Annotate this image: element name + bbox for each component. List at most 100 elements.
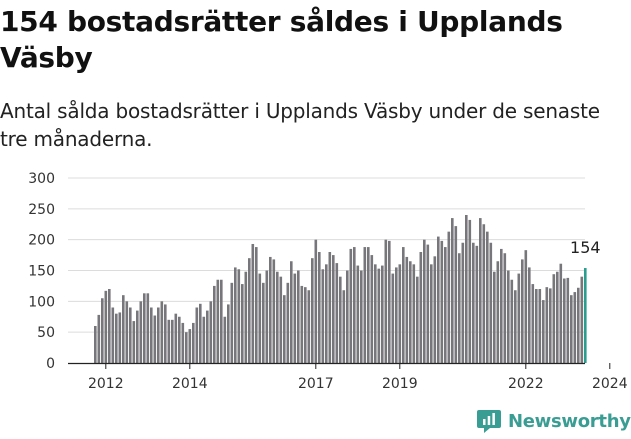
bar xyxy=(374,264,377,363)
bar xyxy=(276,271,279,363)
bar xyxy=(234,267,237,363)
bar xyxy=(335,263,339,363)
bar xyxy=(461,242,465,363)
bar xyxy=(104,290,108,363)
x-tick-label: 2017 xyxy=(298,376,334,392)
bar xyxy=(160,301,164,363)
bar xyxy=(244,271,248,363)
bar xyxy=(209,301,213,363)
bar xyxy=(248,258,251,363)
bar xyxy=(213,285,216,363)
bar xyxy=(115,313,118,363)
bar xyxy=(339,276,342,363)
bar xyxy=(157,307,160,363)
bar xyxy=(437,236,440,363)
bar xyxy=(283,295,286,363)
bar xyxy=(297,270,300,363)
bar xyxy=(447,231,451,363)
bar xyxy=(122,295,125,363)
bar xyxy=(356,265,360,363)
newsworthy-brand: Newsworthy xyxy=(476,408,631,434)
page-title: 154 bostadsrätter såldes i Upplands Väsb… xyxy=(0,5,563,74)
page-subtitle: Antal sålda bostadsrätter i Upplands Väs… xyxy=(0,99,600,151)
bar xyxy=(465,215,468,363)
bar xyxy=(360,270,363,363)
bar xyxy=(230,282,234,363)
bar xyxy=(300,285,304,363)
bar xyxy=(416,276,419,363)
bar xyxy=(566,277,570,363)
bar xyxy=(510,279,514,363)
bar xyxy=(353,247,356,363)
bar xyxy=(444,247,447,363)
highlight-value-label: 154 xyxy=(570,238,601,257)
bar xyxy=(195,307,199,363)
bar xyxy=(199,303,202,363)
bar xyxy=(423,239,426,363)
bar xyxy=(227,304,230,363)
bar xyxy=(468,219,472,363)
bar-chart: 0 50 100 150 200 250 300 2012 2014 2017 2019 2022 2… xyxy=(28,171,627,392)
bar xyxy=(174,313,178,363)
bar xyxy=(363,247,367,363)
bar xyxy=(433,256,437,363)
bar xyxy=(167,319,171,363)
x-tick-label: 2019 xyxy=(382,376,418,392)
bar xyxy=(563,278,566,363)
y-tick-label: 100 xyxy=(28,294,55,310)
bar xyxy=(255,247,258,363)
bar xyxy=(479,218,482,363)
bar xyxy=(97,314,101,363)
bar xyxy=(206,310,209,363)
bar xyxy=(500,248,503,363)
y-tick-label: 300 xyxy=(28,171,55,187)
bar xyxy=(136,310,139,363)
bar xyxy=(307,290,311,363)
bar xyxy=(454,226,458,363)
bar xyxy=(384,239,388,363)
brand-name: Newsworthy xyxy=(508,410,631,432)
bar xyxy=(272,259,276,363)
bar xyxy=(290,261,293,363)
bar xyxy=(542,300,545,363)
bar xyxy=(430,264,433,363)
y-tick-label: 50 xyxy=(37,325,55,341)
bar xyxy=(409,261,412,363)
bar xyxy=(311,258,314,363)
bar xyxy=(514,290,517,363)
bar xyxy=(489,242,493,363)
bar xyxy=(426,244,430,363)
bar xyxy=(293,273,297,363)
bar xyxy=(314,239,318,363)
bar xyxy=(192,322,195,363)
bar xyxy=(216,279,220,363)
bar xyxy=(412,264,416,363)
bar xyxy=(251,243,255,363)
bar-highlight xyxy=(584,268,587,363)
bar xyxy=(521,259,524,363)
bar xyxy=(475,245,479,363)
bar xyxy=(265,270,269,363)
bar xyxy=(118,312,122,363)
bar xyxy=(269,256,272,363)
bar xyxy=(528,267,531,363)
bar xyxy=(332,255,335,363)
y-tick-label: 150 xyxy=(28,264,55,280)
bar xyxy=(181,322,185,363)
bar xyxy=(304,287,307,363)
bar xyxy=(458,253,461,363)
bar xyxy=(577,287,580,363)
bar xyxy=(146,293,150,363)
bar xyxy=(570,295,573,363)
bar xyxy=(220,279,223,363)
bar xyxy=(549,288,552,363)
bar xyxy=(573,292,577,363)
bar xyxy=(188,329,192,363)
bar xyxy=(580,276,584,363)
bar xyxy=(402,247,405,363)
bar xyxy=(241,284,244,363)
bar xyxy=(279,276,283,363)
bar xyxy=(164,304,167,363)
bar xyxy=(395,267,398,363)
bar xyxy=(258,273,262,363)
